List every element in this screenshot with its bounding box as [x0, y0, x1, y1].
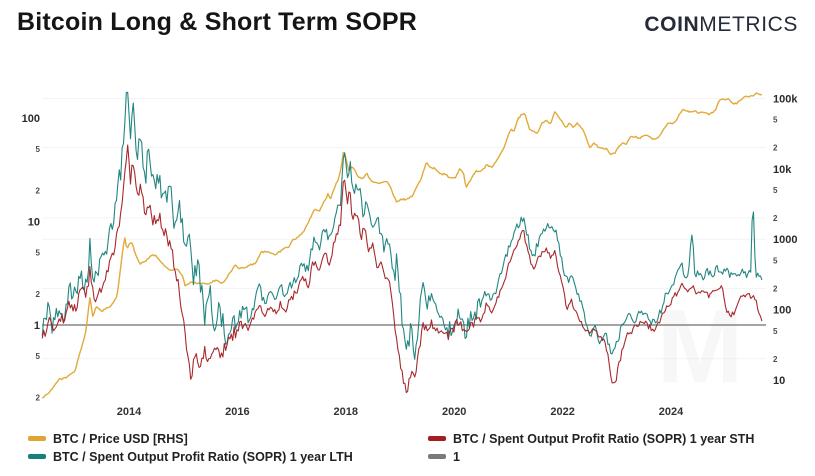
left-axis-tick: 10 [28, 217, 40, 229]
left-axis-tick: 2 [36, 186, 41, 195]
right-axis-tick: 5 [773, 186, 778, 195]
coinmetrics-logo: COINMETRICS [644, 13, 798, 37]
series-price [41, 92, 763, 399]
left-axis-tick: 5 [36, 249, 41, 258]
legend-swatch-price [28, 436, 46, 441]
legend-swatch-lth-sopr [28, 454, 46, 459]
right-axis-tick: 2 [773, 214, 778, 223]
legend-label-price: BTC / Price USD [RHS] [53, 431, 188, 446]
right-axis-tick: 100k [773, 93, 798, 105]
chart-legend: BTC / Price USD [RHS] BTC / Spent Output… [0, 430, 815, 472]
x-axis-tick: 2014 [117, 406, 142, 418]
legend-label-reference-one: 1 [453, 449, 460, 464]
right-axis-tick: 100 [773, 305, 791, 317]
right-axis-tick: 5 [773, 116, 778, 125]
x-axis-tick: 2024 [659, 406, 684, 418]
legend-column-left: BTC / Price USD [RHS] BTC / Spent Output… [28, 430, 353, 466]
legend-swatch-sth-sopr [428, 436, 446, 441]
right-axis-tick: 2 [773, 284, 778, 293]
right-axis-tick: 2 [773, 144, 778, 153]
x-axis-tick: 2022 [550, 406, 574, 418]
right-axis-tick: 10 [773, 375, 785, 387]
right-axis-tick: 10k [773, 164, 792, 176]
series-lth [41, 91, 763, 360]
x-axis-tick: 2020 [442, 406, 466, 418]
legend-item-lth-sopr: BTC / Spent Output Profit Ratio (SOPR) 1… [28, 448, 353, 465]
left-axis-tick: 100 [22, 113, 40, 125]
chart-title: Bitcoin Long & Short Term SOPR [17, 8, 417, 36]
legend-item-price: BTC / Price USD [RHS] [28, 430, 353, 447]
coinmetrics-m-watermark-icon: M [657, 289, 744, 405]
legend-label-lth-sopr: BTC / Spent Output Profit Ratio (SOPR) 1… [53, 449, 353, 464]
left-axis-tick: 1 [34, 320, 40, 332]
x-axis-tick: 2016 [225, 406, 249, 418]
legend-label-sth-sopr: BTC / Spent Output Profit Ratio (SOPR) 1… [453, 431, 755, 446]
left-axis-tick: 2 [36, 290, 41, 299]
legend-item-sth-sopr: BTC / Spent Output Profit Ratio (SOPR) 1… [428, 430, 754, 447]
left-axis-tick: 5 [36, 352, 41, 361]
legend-column-right: BTC / Spent Output Profit Ratio (SOPR) 1… [428, 430, 754, 466]
right-axis-tick: 1000 [773, 234, 797, 246]
right-axis-tick: 2 [773, 355, 778, 364]
left-axis-tick: 2 [36, 393, 41, 402]
legend-swatch-reference-one [428, 454, 446, 459]
right-axis-tick: 5 [773, 256, 778, 265]
logo-metrics-text: METRICS [699, 13, 798, 36]
series-sth [41, 144, 763, 394]
legend-item-reference-one: 1 [428, 448, 754, 465]
logo-coin-text: COIN [644, 13, 700, 36]
left-axis-tick: 5 [36, 145, 41, 154]
right-axis-tick: 5 [773, 327, 778, 336]
x-axis-tick: 2018 [334, 406, 358, 418]
